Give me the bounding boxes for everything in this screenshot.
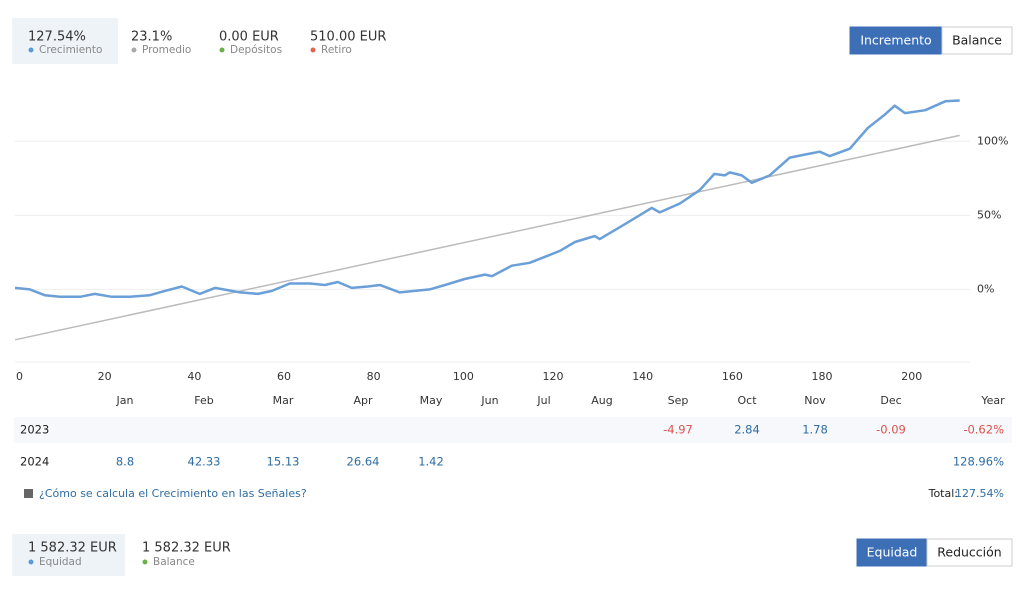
help-link[interactable]: ¿Cómo se calcula el Crecimiento en las S… xyxy=(39,487,307,500)
month-label: Dec xyxy=(880,394,901,407)
tab-button[interactable] xyxy=(926,538,1013,567)
row-bg xyxy=(14,417,1012,443)
cell-value: 2.84 xyxy=(734,423,760,437)
month-label: Feb xyxy=(194,394,213,407)
cell-value: 8.8 xyxy=(116,455,134,469)
stat-label: Equidad xyxy=(39,556,82,568)
year-label: 2023 xyxy=(20,423,49,437)
cell-value: 26.64 xyxy=(347,455,380,469)
tab-button[interactable] xyxy=(941,26,1013,55)
month-label: Sep xyxy=(668,394,689,407)
cell-value: 1.42 xyxy=(418,455,444,469)
stat-value: 23.1% xyxy=(131,30,172,45)
tab-label[interactable]: Balance xyxy=(952,33,1002,48)
month-label: May xyxy=(420,394,443,407)
stat-value: 1 582.32 EUR xyxy=(142,541,231,556)
tab-label[interactable]: Incremento xyxy=(860,33,931,48)
x-tick-label: 100 xyxy=(453,370,474,383)
active-stat-bg xyxy=(12,18,118,64)
x-tick-label: 120 xyxy=(543,370,564,383)
active-stat-bg xyxy=(12,534,125,576)
stat-value: 510.00 EUR xyxy=(310,30,386,45)
stat-value: 0.00 EUR xyxy=(219,30,279,45)
trend-line xyxy=(14,134,960,341)
x-tick-label: 80 xyxy=(367,370,381,383)
growth-line xyxy=(14,99,960,299)
x-tick-label: 60 xyxy=(277,370,291,383)
cell-value: 42.33 xyxy=(188,455,221,469)
stat-value: 1 582.32 EUR xyxy=(28,541,117,556)
legend-dot xyxy=(310,47,316,53)
tab-label[interactable]: Equidad xyxy=(867,545,918,560)
legend-dot xyxy=(28,559,34,565)
legend-dot xyxy=(219,47,225,53)
x-tick-label: 40 xyxy=(187,370,201,383)
total-value: 127.54% xyxy=(955,487,1004,500)
month-label: Apr xyxy=(353,394,373,407)
month-label: Year xyxy=(980,394,1005,407)
cell-value: -0.62% xyxy=(963,423,1004,437)
month-label: Mar xyxy=(273,394,294,407)
legend-dot xyxy=(28,47,34,53)
total-label: Total: xyxy=(928,487,958,500)
x-tick-label: 20 xyxy=(98,370,112,383)
x-tick-label: 180 xyxy=(812,370,833,383)
x-tick-label: 140 xyxy=(632,370,653,383)
legend-dot xyxy=(142,559,148,565)
stat-label: Crecimiento xyxy=(39,44,102,56)
year-label: 2024 xyxy=(20,455,49,469)
tab-label[interactable]: Reducción xyxy=(937,545,1001,560)
x-tick-label: 160 xyxy=(722,370,743,383)
month-label: Oct xyxy=(737,394,757,407)
link-icon xyxy=(24,489,33,498)
stat-label: Promedio xyxy=(142,44,191,56)
month-label: Jul xyxy=(536,394,550,407)
month-label: Jun xyxy=(480,394,498,407)
cell-value: -4.97 xyxy=(663,423,693,437)
month-label: Nov xyxy=(804,394,826,407)
cell-value: 15.13 xyxy=(267,455,300,469)
x-tick-label: 200 xyxy=(901,370,922,383)
tab-button[interactable] xyxy=(849,26,943,55)
y-tick-label: 50% xyxy=(977,208,1001,221)
cell-value: 1.78 xyxy=(802,423,828,437)
stat-label: Balance xyxy=(153,556,195,568)
month-label: Aug xyxy=(591,394,612,407)
stat-label: Depósitos xyxy=(230,44,282,56)
stat-value: 127.54% xyxy=(28,30,86,45)
y-tick-label: 100% xyxy=(977,134,1008,147)
cell-value: 128.96% xyxy=(953,455,1004,469)
cell-value: -0.09 xyxy=(876,423,906,437)
stat-label: Retiro xyxy=(321,44,352,56)
row-bg xyxy=(14,449,1012,475)
month-label: Jan xyxy=(116,394,134,407)
legend-dot xyxy=(131,47,137,53)
x-tick-label: 0 xyxy=(16,370,23,383)
y-tick-label: 0% xyxy=(977,282,994,295)
